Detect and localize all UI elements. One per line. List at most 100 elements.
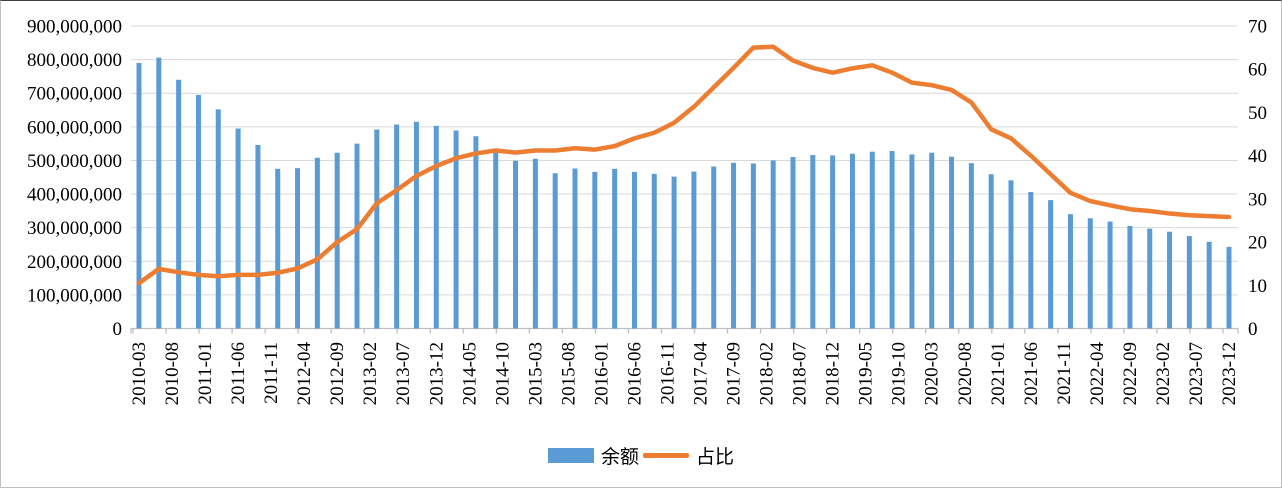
balance-bar[interactable] xyxy=(691,171,697,329)
x-axis-label: 2021-06 xyxy=(1021,342,1042,405)
balance-bar[interactable] xyxy=(1186,236,1192,329)
balance-bar[interactable] xyxy=(1206,241,1212,329)
balance-bar[interactable] xyxy=(711,166,717,329)
balance-bar[interactable] xyxy=(949,156,955,329)
y-axis-label-right: 70 xyxy=(1248,17,1267,38)
y-axis-label-right: 60 xyxy=(1248,60,1267,81)
balance-bar[interactable] xyxy=(810,155,816,329)
balance-bar[interactable] xyxy=(215,109,221,329)
x-axis-label: 2010-03 xyxy=(129,342,150,405)
y-axis-label-left: 300,000,000 xyxy=(27,218,122,239)
y-axis-label-right: 40 xyxy=(1248,146,1267,167)
ratio-line[interactable] xyxy=(136,44,1232,286)
y-axis-label-left: 600,000,000 xyxy=(27,117,122,138)
x-axis-label: 2022-09 xyxy=(1120,342,1141,405)
balance-bar[interactable] xyxy=(295,168,301,329)
y-axis-label-right: 20 xyxy=(1248,233,1267,254)
x-axis-label: 2018-07 xyxy=(790,342,811,405)
balance-bar[interactable] xyxy=(314,157,320,329)
y-axis-label-right: 10 xyxy=(1248,276,1267,297)
legend: 余额 占比 xyxy=(1,442,1281,469)
x-axis-label: 2018-12 xyxy=(823,342,844,405)
balance-bar[interactable] xyxy=(572,168,578,329)
balance-bar[interactable] xyxy=(413,121,419,329)
x-axis-label: 2023-02 xyxy=(1153,342,1174,405)
balance-bar[interactable] xyxy=(651,173,657,329)
balance-bar[interactable] xyxy=(750,163,756,329)
balance-bar[interactable] xyxy=(988,174,994,329)
balance-bar[interactable] xyxy=(1087,218,1093,329)
x-axis-label: 2016-11 xyxy=(657,342,678,405)
x-axis-label: 2013-12 xyxy=(426,342,447,405)
x-axis-label: 2017-09 xyxy=(724,342,745,405)
balance-bar[interactable] xyxy=(1167,231,1173,329)
balance-bar[interactable] xyxy=(235,128,241,329)
balance-bar[interactable] xyxy=(354,143,360,329)
x-axis-label: 2022-04 xyxy=(1087,342,1108,406)
balance-bar[interactable] xyxy=(889,151,895,329)
balance-bar[interactable] xyxy=(1147,228,1153,329)
balance-bar[interactable] xyxy=(453,130,459,329)
x-axis-label: 2023-12 xyxy=(1219,342,1240,405)
legend-item-ratio[interactable]: 占比 xyxy=(643,442,734,469)
x-axis-label: 2016-06 xyxy=(624,342,645,405)
x-axis-label: 2015-03 xyxy=(525,342,546,405)
balance-bar[interactable] xyxy=(433,125,439,329)
balance-bar[interactable] xyxy=(1008,180,1014,329)
y-axis-label-left: 400,000,000 xyxy=(27,185,122,206)
balance-series-swatch xyxy=(547,448,594,463)
balance-bar[interactable] xyxy=(592,171,598,329)
balance-bar[interactable] xyxy=(869,151,875,329)
balance-bar[interactable] xyxy=(968,163,974,329)
balance-bar[interactable] xyxy=(631,171,637,329)
x-axis-label: 2010-08 xyxy=(162,342,183,405)
balance-bar[interactable] xyxy=(612,168,618,329)
x-axis-label: 2021-01 xyxy=(988,342,1009,405)
x-axis-label: 2014-10 xyxy=(492,342,513,405)
x-axis-label: 2011-11 xyxy=(261,342,282,404)
balance-bar[interactable] xyxy=(374,129,380,329)
ratio-series-swatch xyxy=(643,453,689,458)
x-axis-label: 2020-03 xyxy=(922,342,943,405)
legend-item-balance[interactable]: 余额 xyxy=(547,442,639,469)
balance-bar[interactable] xyxy=(473,136,479,329)
balance-bar[interactable] xyxy=(195,94,201,329)
balance-bar[interactable] xyxy=(275,168,281,329)
y-axis-label-right: 50 xyxy=(1248,103,1267,124)
y-axis-label-left: 800,000,000 xyxy=(27,50,122,71)
balance-bar[interactable] xyxy=(1107,221,1113,329)
balance-bar[interactable] xyxy=(1028,192,1034,329)
y-axis-label-left: 0 xyxy=(113,319,123,340)
balance-bar[interactable] xyxy=(830,155,836,329)
x-axis-label: 2012-04 xyxy=(294,342,315,406)
y-axis-label-right: 30 xyxy=(1248,189,1267,210)
balance-bar[interactable] xyxy=(136,62,142,329)
x-axis-label: 2013-07 xyxy=(393,342,414,405)
x-axis-label: 2021-11 xyxy=(1054,342,1075,405)
balance-bar[interactable] xyxy=(671,176,677,329)
balance-bar[interactable] xyxy=(1226,246,1232,329)
balance-bar[interactable] xyxy=(731,162,737,329)
balance-bar[interactable] xyxy=(176,79,182,329)
balance-bar[interactable] xyxy=(156,57,162,329)
x-axis-label: 2014-05 xyxy=(459,342,480,405)
balance-bar[interactable] xyxy=(532,158,538,329)
y-axis-label-left: 100,000,000 xyxy=(27,285,122,306)
balance-bar[interactable] xyxy=(909,154,915,329)
balance-bar[interactable] xyxy=(929,152,935,329)
balance-bar[interactable] xyxy=(1127,225,1133,329)
balance-bar[interactable] xyxy=(849,153,855,329)
balance-bar[interactable] xyxy=(552,173,558,329)
balance-bar[interactable] xyxy=(255,144,261,329)
balance-bar[interactable] xyxy=(1067,214,1073,329)
balance-bar[interactable] xyxy=(394,124,400,329)
balance-bar[interactable] xyxy=(493,149,499,329)
legend-label-balance: 余额 xyxy=(600,447,639,468)
balance-bar[interactable] xyxy=(513,160,519,329)
balance-bar[interactable] xyxy=(770,160,776,329)
balance-bar[interactable] xyxy=(1048,200,1054,329)
balance-bar[interactable] xyxy=(790,157,796,329)
y-axis-label-left: 500,000,000 xyxy=(27,151,122,172)
